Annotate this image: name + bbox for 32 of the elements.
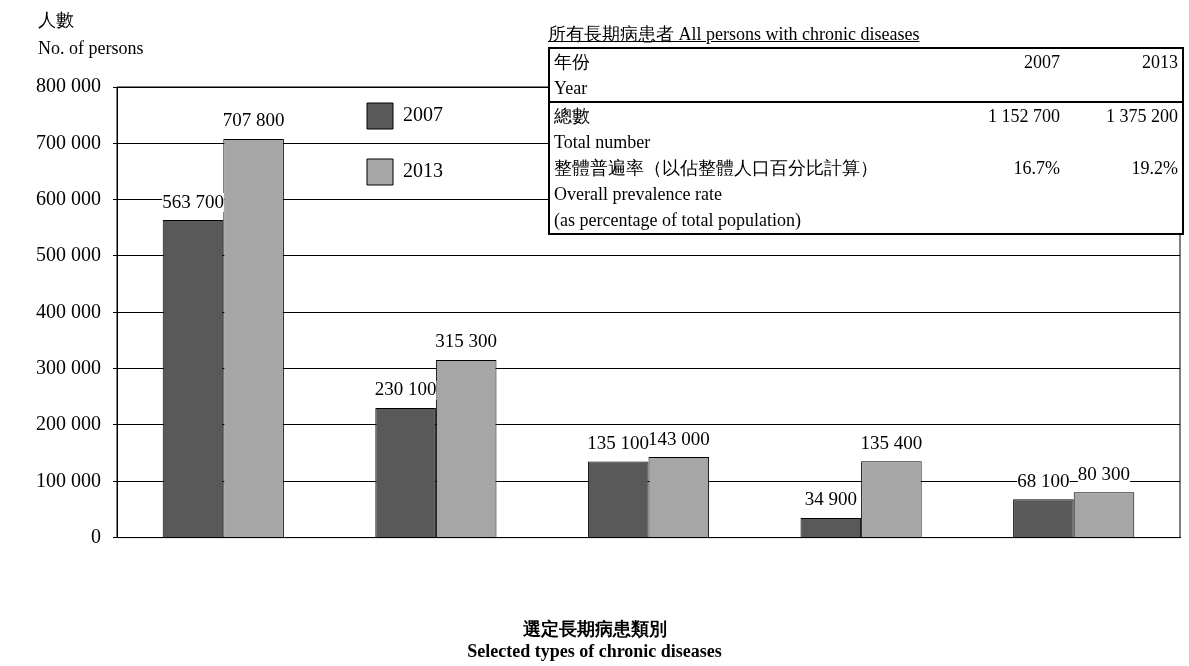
data-label: 80 300 (1077, 462, 1131, 484)
legend-label: 2007 (403, 103, 443, 126)
data-label: 563 700 (162, 190, 224, 212)
data-label: 68 100 (1017, 469, 1070, 491)
y-tick-label: 600 000 (36, 186, 101, 209)
data-label: 34 900 (804, 488, 857, 510)
text: 2007 (946, 48, 1064, 102)
y-tick-label: 800 000 (36, 74, 101, 97)
data-label: 135 400 (860, 431, 923, 453)
x-axis-title: 選定長期病患類別 Selected types of chronic diseases (466, 618, 723, 662)
annotation: 年份 Year (549, 48, 946, 102)
y-tick-label: 100 000 (36, 468, 101, 491)
y-tick-label: 400 000 (36, 299, 101, 322)
y-tick-label: 700 000 (36, 130, 101, 153)
y-axis-title: 人數 No. of persons (38, 9, 144, 60)
annotation: 1 375 200 (1105, 105, 1179, 128)
y-tick-label: 200 000 (36, 412, 101, 435)
data-label: 135 100 (587, 431, 650, 453)
annotation: 整體普遍率（以佔整體人口百分比計算） Overall prevalence rate (as percentage of total population) (553, 157, 879, 232)
data-label: 707 800 (222, 109, 285, 131)
annotation: 19.2% (1130, 157, 1179, 180)
data-label: 230 100 (374, 378, 437, 400)
text: 2013 (1064, 48, 1183, 102)
y-tick-label: 0 (91, 524, 101, 547)
annotation: 總數 Total number (553, 105, 652, 154)
text: 所有長期病患者 All persons with chronic diseases (548, 23, 921, 46)
annotation: 1 152 700 (987, 105, 1061, 128)
y-tick-label: 300 000 (36, 355, 101, 378)
data-label: 315 300 (435, 330, 498, 352)
y-tick-label: 500 000 (36, 243, 101, 266)
annotation: 16.7% (1012, 157, 1061, 180)
legend-label: 2013 (403, 159, 443, 182)
